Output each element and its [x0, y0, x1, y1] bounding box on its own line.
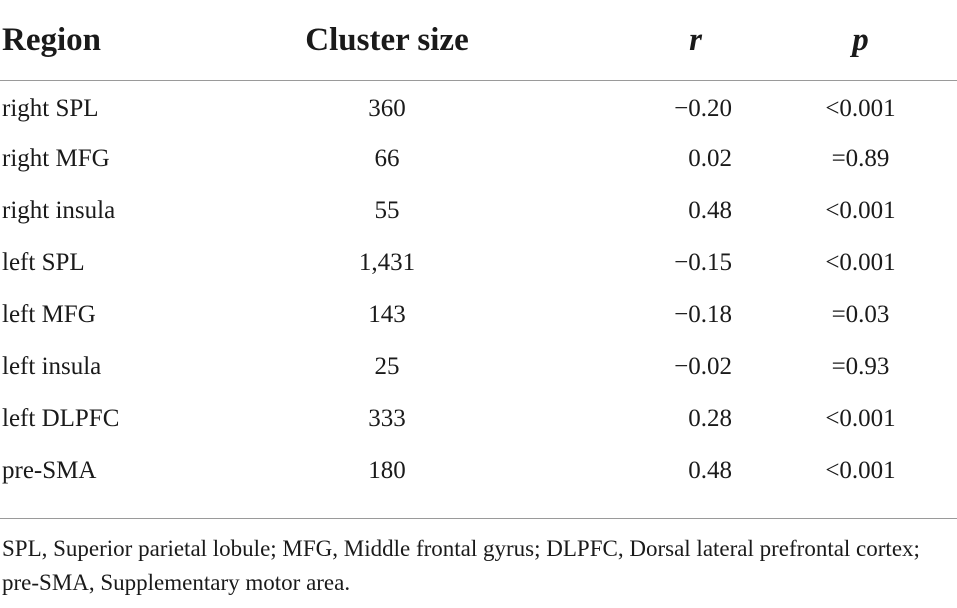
cell-cluster-size: 66: [374, 145, 400, 172]
header-r: r: [532, 0, 732, 81]
cell-p: =0.03: [831, 301, 890, 328]
header-cluster-size: Cluster size: [242, 0, 532, 81]
table-footnote: SPL, Superior parietal lobule; MFG, Midd…: [2, 536, 920, 595]
cell-region: left SPL: [2, 249, 85, 276]
cell-cluster-size: 333: [368, 405, 406, 432]
cell-p: =0.89: [831, 145, 890, 172]
table-row: left insula 25 −0.02 =0.93: [0, 341, 957, 393]
table-row: left MFG 143 −0.18 =0.03: [0, 289, 957, 341]
cell-cluster-size: 1,431: [358, 249, 416, 276]
cell-region: left insula: [2, 353, 102, 380]
cell-p: <0.001: [825, 249, 896, 276]
cell-region: right SPL: [2, 95, 99, 122]
results-table: Region Cluster size r p right SPL 360 −0.2…: [0, 0, 957, 498]
header-region: Region: [0, 0, 242, 81]
cell-cluster-size: 55: [374, 197, 400, 224]
cell-p: <0.001: [825, 457, 896, 484]
results-table-container: Region Cluster size r p right SPL 360 −0.2…: [0, 0, 957, 498]
cell-r: −0.15: [674, 249, 732, 276]
table-row: left DLPFC 333 0.28 <0.001: [0, 393, 957, 445]
cell-p: <0.001: [825, 405, 896, 432]
cell-r: −0.20: [674, 95, 732, 122]
cell-region: pre-SMA: [2, 457, 97, 484]
table-body: right SPL 360 −0.20 <0.001 right MFG 66 0.02 =0…: [0, 81, 957, 498]
table-header: Region Cluster size r p: [0, 0, 957, 81]
cell-cluster-size: 360: [368, 95, 406, 122]
table-row: right SPL 360 −0.20 <0.001: [0, 81, 957, 134]
table-row: pre-SMA 180 0.48 <0.001: [0, 445, 957, 497]
cell-region: right MFG: [2, 145, 110, 172]
cell-r: −0.18: [674, 301, 732, 328]
cell-p: <0.001: [825, 197, 896, 224]
cell-p: <0.001: [825, 95, 896, 122]
header-p: p: [732, 0, 957, 81]
cell-r: 0.48: [688, 197, 732, 224]
cell-cluster-size: 180: [368, 457, 406, 484]
cell-cluster-size: 25: [374, 353, 400, 380]
cell-region: left MFG: [2, 301, 96, 328]
cell-r: 0.48: [688, 457, 732, 484]
table-row: right insula 55 0.48 <0.001: [0, 185, 957, 237]
cell-r: 0.28: [688, 405, 732, 432]
cell-region: left DLPFC: [2, 405, 120, 432]
cell-r: 0.02: [688, 145, 732, 172]
table-bottom-rule: [0, 518, 957, 519]
cell-region: right insula: [2, 197, 116, 224]
table-row: right MFG 66 0.02 =0.89: [0, 133, 957, 185]
cell-r: −0.02: [674, 353, 732, 380]
table-row: left SPL 1,431 −0.15 <0.001: [0, 237, 957, 289]
cell-cluster-size: 143: [368, 301, 406, 328]
header-row: Region Cluster size r p: [0, 0, 957, 81]
cell-p: =0.93: [831, 353, 890, 380]
